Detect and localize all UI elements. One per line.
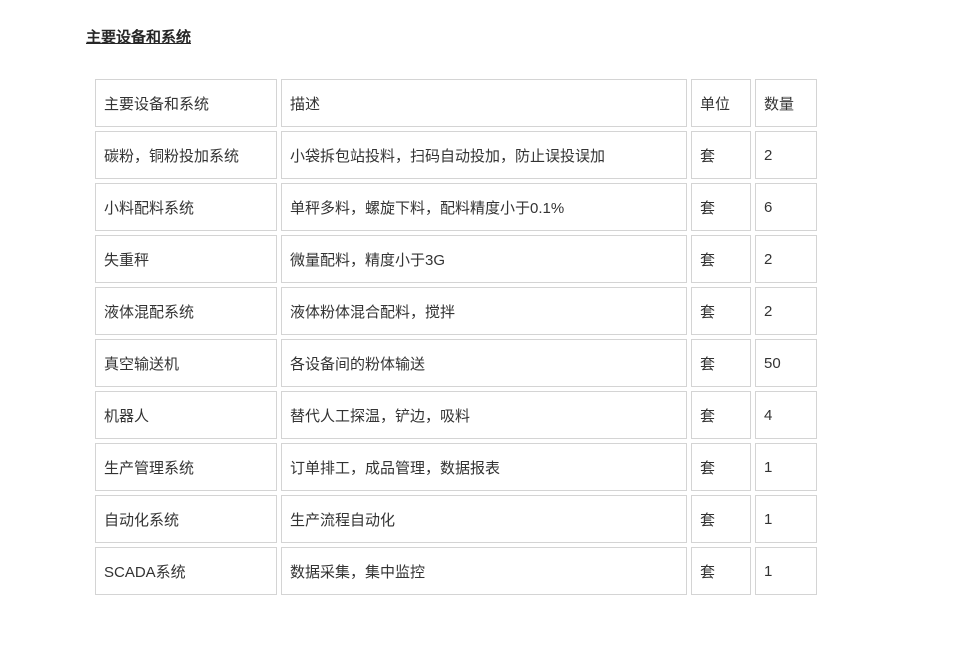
cell-quantity: 4 xyxy=(755,391,817,439)
column-header-quantity: 数量 xyxy=(755,79,817,127)
column-header-system: 主要设备和系统 xyxy=(95,79,277,127)
table-header-row: 主要设备和系统 描述 单位 数量 xyxy=(95,79,817,127)
table-row: 失重秤 微量配料，精度小于3G 套 2 xyxy=(95,235,817,283)
cell-system: 生产管理系统 xyxy=(95,443,277,491)
cell-quantity: 50 xyxy=(755,339,817,387)
cell-description: 替代人工探温，铲边，吸料 xyxy=(281,391,687,439)
cell-quantity: 2 xyxy=(755,235,817,283)
column-header-unit: 单位 xyxy=(691,79,751,127)
cell-description: 各设备间的粉体输送 xyxy=(281,339,687,387)
equipment-table: 主要设备和系统 描述 单位 数量 碳粉，铜粉投加系统 小袋拆包站投料，扫码自动投加… xyxy=(91,75,821,599)
cell-quantity: 2 xyxy=(755,131,817,179)
cell-unit: 套 xyxy=(691,391,751,439)
table-body: 碳粉，铜粉投加系统 小袋拆包站投料，扫码自动投加，防止误投误加套 2 小料配料系统 单秤… xyxy=(95,131,817,595)
cell-unit: 套 xyxy=(691,235,751,283)
cell-description: 生产流程自动化 xyxy=(281,495,687,543)
cell-system: 液体混配系统 xyxy=(95,287,277,335)
cell-description: 液体粉体混合配料，搅拌 xyxy=(281,287,687,335)
cell-unit: 套 xyxy=(691,183,751,231)
cell-quantity: 1 xyxy=(755,443,817,491)
cell-description: 数据采集，集中监控 xyxy=(281,547,687,595)
cell-description: 小袋拆包站投料，扫码自动投加，防止误投误加 xyxy=(281,131,687,179)
cell-description: 订单排工，成品管理，数据报表 xyxy=(281,443,687,491)
cell-unit: 套 xyxy=(691,547,751,595)
table-row: 机器人 替代人工探温，铲边，吸料套 4 xyxy=(95,391,817,439)
page-title: 主要设备和系统 xyxy=(86,29,192,46)
cell-system: 真空输送机 xyxy=(95,339,277,387)
cell-quantity: 6 xyxy=(755,183,817,231)
cell-unit: 套 xyxy=(691,287,751,335)
table-row: 小料配料系统 单秤多料，螺旋下料，配料精度小于0.1% 套 6 xyxy=(95,183,817,231)
table-row: SCADA系统 数据采集，集中监控套 1 xyxy=(95,547,817,595)
cell-quantity: 2 xyxy=(755,287,817,335)
cell-system: 机器人 xyxy=(95,391,277,439)
cell-description: 单秤多料，螺旋下料，配料精度小于0.1% xyxy=(281,183,687,231)
column-header-description: 描述 xyxy=(281,79,687,127)
table-row: 碳粉，铜粉投加系统 小袋拆包站投料，扫码自动投加，防止误投误加套 2 xyxy=(95,131,817,179)
table-row: 真空输送机 各设备间的粉体输送套 50 xyxy=(95,339,817,387)
cell-unit: 套 xyxy=(691,131,751,179)
cell-system: 失重秤 xyxy=(95,235,277,283)
cell-description: 微量配料，精度小于3G xyxy=(281,235,687,283)
cell-system: SCADA系统 xyxy=(95,547,277,595)
cell-unit: 套 xyxy=(691,495,751,543)
cell-quantity: 1 xyxy=(755,547,817,595)
cell-system: 自动化系统 xyxy=(95,495,277,543)
table-row: 液体混配系统 液体粉体混合配料，搅拌套 2 xyxy=(95,287,817,335)
cell-unit: 套 xyxy=(691,443,751,491)
table-row: 自动化系统 生产流程自动化套 1 xyxy=(95,495,817,543)
cell-system: 碳粉，铜粉投加系统 xyxy=(95,131,277,179)
table-row: 生产管理系统 订单排工，成品管理，数据报表套 1 xyxy=(95,443,817,491)
cell-system: 小料配料系统 xyxy=(95,183,277,231)
cell-unit: 套 xyxy=(691,339,751,387)
cell-quantity: 1 xyxy=(755,495,817,543)
